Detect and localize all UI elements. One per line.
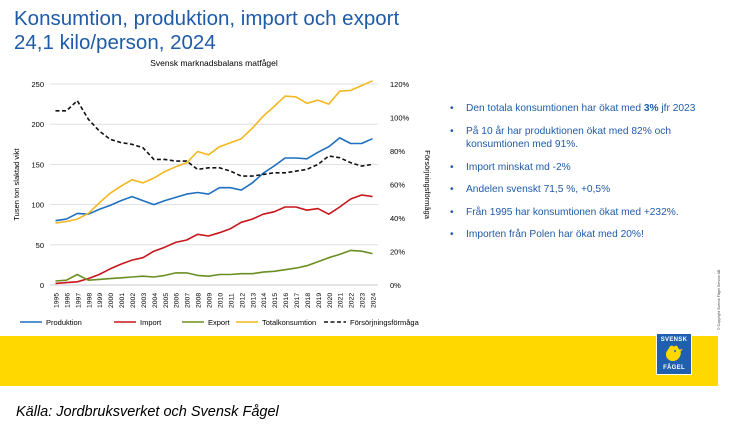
rooster-icon — [665, 345, 683, 362]
x-tick-label: 2010 — [217, 293, 224, 308]
x-tick-label: 2007 — [185, 293, 192, 308]
logo-word-top: SVENSK — [660, 337, 688, 343]
bullet-poland-import: Importen från Polen har ökat med 20%! — [450, 228, 712, 242]
x-tick-label: 2022 — [349, 293, 356, 308]
yellow-band — [0, 336, 718, 386]
x-tick-label: 2019 — [316, 293, 323, 308]
y2-tick-label: 20% — [390, 248, 405, 257]
x-tick-label: 2014 — [261, 293, 268, 308]
logo-word-bottom: FÅGEL — [663, 365, 685, 371]
slide-title-line-1: Konsumtion, produktion, import och expor… — [14, 7, 400, 30]
legend-label: Export — [208, 318, 231, 327]
bullet-since-1995: Från 1995 har konsumtionen ökat med +232… — [450, 206, 712, 220]
x-tick-label: 2002 — [130, 293, 137, 308]
y-tick-label: 200 — [31, 120, 44, 129]
source-note: Källa: Jordbruksverket och Svensk Fågel — [16, 404, 279, 420]
legend-label: Försörjningsförmåga — [350, 318, 420, 327]
y2-axis-label: Försörjningsförmåga — [423, 150, 432, 220]
legend-label: Import — [140, 318, 162, 327]
chart-title: Svensk marknadsbalans matfågel — [150, 58, 278, 68]
bullet-consumption-growth: Den totala konsumtionen har ökat med 3% … — [450, 102, 712, 116]
x-tick-label: 2001 — [119, 293, 126, 308]
series-line-produktion — [55, 137, 373, 222]
x-tick-label: 2018 — [305, 293, 312, 308]
x-tick-label: 2023 — [360, 293, 367, 308]
x-tick-label: 2020 — [327, 293, 334, 308]
x-tick-label: 2008 — [196, 293, 203, 308]
series-line-forsorjningsformaga — [55, 99, 373, 177]
y2-tick-label: 120% — [390, 80, 410, 89]
y2-tick-label: 40% — [390, 214, 405, 223]
copyright-note: © Copyright Svensk Fågel Service AB — [717, 269, 721, 330]
x-tick-label: 1997 — [75, 293, 82, 308]
x-tick-label: 2011 — [228, 293, 235, 308]
bullet-list: Den totala konsumtionen har ökat med 3% … — [450, 102, 712, 251]
x-tick-label: 2016 — [283, 293, 290, 308]
svensk-fagel-logo: SVENSK FÅGEL — [656, 333, 692, 375]
bullet-import-change: Import minskat md -2% — [450, 161, 712, 175]
x-tick-label: 1999 — [97, 293, 104, 308]
x-tick-label: 2003 — [141, 293, 148, 308]
x-tick-label: 2009 — [207, 293, 214, 308]
series-line-totalkonsumtion — [55, 80, 373, 224]
x-tick-label: 2006 — [174, 293, 181, 308]
copyright-text: © Copyright Svensk Fågel Service AB — [717, 269, 721, 330]
y-tick-label: 250 — [31, 80, 44, 89]
x-tick-label: 1996 — [64, 293, 71, 308]
x-tick-label: 2000 — [108, 293, 115, 308]
x-tick-label: 1998 — [86, 293, 93, 308]
slide-title-line-2: 24,1 kilo/person, 2024 — [14, 31, 216, 54]
y-tick-label: 100 — [31, 201, 44, 210]
y2-tick-label: 100% — [390, 114, 410, 123]
bullet-swedish-share: Andelen svenskt 71,5 %, +0,5% — [450, 183, 712, 197]
y-tick-label: 0 — [40, 281, 44, 290]
y-tick-label: 50 — [36, 241, 44, 250]
x-tick-label: 2005 — [163, 293, 170, 308]
legend-label: Produktion — [46, 318, 82, 327]
x-tick-label: 1995 — [53, 293, 60, 308]
y2-tick-label: 60% — [390, 181, 405, 190]
series-line-import — [55, 194, 373, 285]
slide-title: Konsumtion, produktion, import och expor… — [14, 7, 399, 55]
legend-label: Totalkonsumtion — [262, 318, 316, 327]
x-tick-label: 2012 — [239, 293, 246, 308]
bullet-ten-year-growth: På 10 år har produktionen ökat med 82% o… — [450, 125, 712, 152]
x-tick-label: 2017 — [294, 293, 301, 308]
y-tick-label: 150 — [31, 160, 44, 169]
y2-tick-label: 0% — [390, 281, 401, 290]
x-tick-label: 2021 — [338, 293, 345, 308]
y-axis-label: Tusen ton slaktad vikt — [12, 147, 21, 220]
market-balance-chart: Svensk marknadsbalans matfågel 0 50 100 150 2… — [12, 58, 432, 327]
x-tick-label: 2004 — [152, 293, 159, 308]
x-tick-label: 2024 — [371, 293, 378, 308]
x-tick-label: 2013 — [250, 293, 257, 308]
x-tick-label: 2015 — [272, 293, 279, 308]
series-line-export — [55, 249, 373, 282]
y2-tick-label: 80% — [390, 147, 405, 156]
